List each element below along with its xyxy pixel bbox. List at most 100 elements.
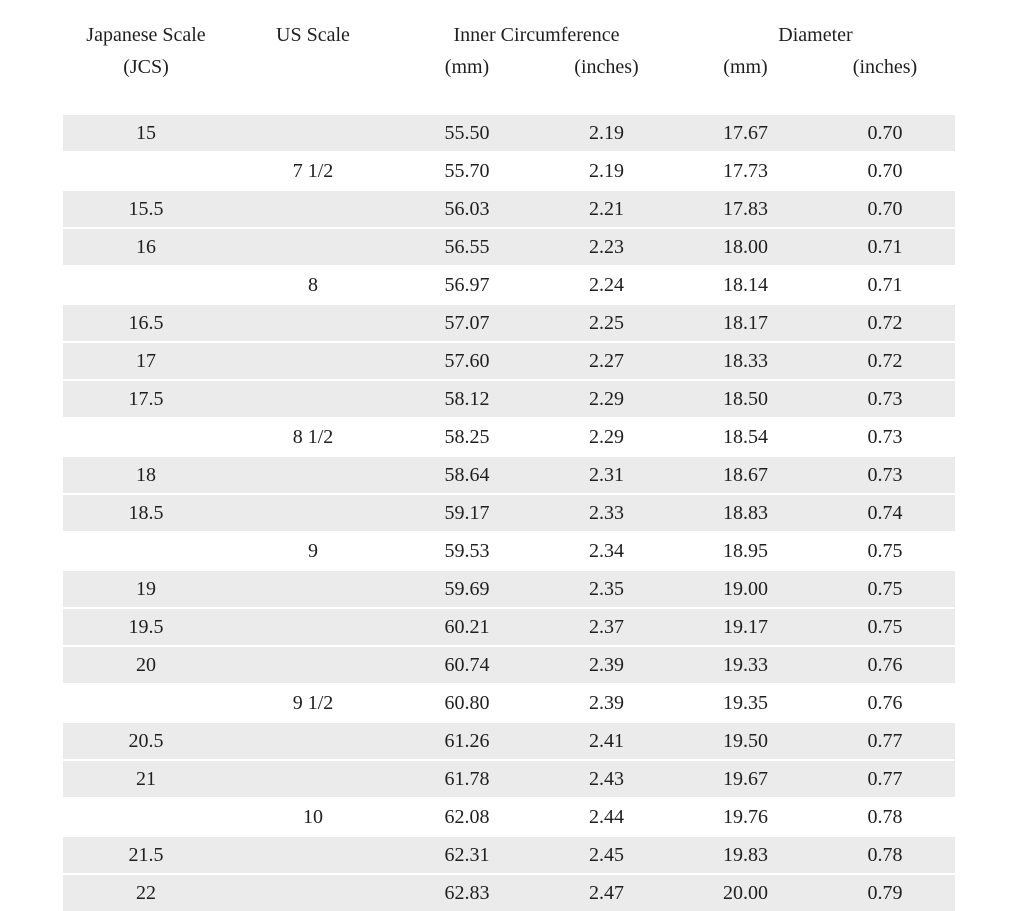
table-row: 21 61.78 2.43 19.67 0.77	[63, 761, 955, 797]
table-row: 18.5 59.17 2.33 18.83 0.74	[63, 495, 955, 531]
diameter-mm-cell: 18.67	[723, 463, 768, 486]
circumference-inches-cell: 2.35	[589, 577, 624, 600]
diameter-inches-cell: 0.78	[867, 843, 903, 866]
circumference-inches-cell: 2.37	[589, 615, 624, 638]
header-japanese-scale: Japanese Scale	[86, 23, 206, 46]
jcs-cell: 16.5	[128, 311, 164, 334]
header-us-scale: US Scale	[276, 23, 350, 46]
diameter-mm-cell: 19.76	[723, 805, 768, 828]
circumference-mm-cell: 59.17	[444, 501, 490, 524]
diameter-mm-cell: 18.50	[723, 387, 768, 410]
diameter-mm-cell: 18.14	[723, 273, 768, 296]
table-row: 18 58.64 2.31 18.67 0.73	[63, 457, 955, 493]
circumference-inches-cell: 2.33	[589, 501, 624, 524]
table-row: 17 57.60 2.27 18.33 0.72	[63, 343, 955, 379]
jcs-cell: 18	[136, 463, 156, 486]
us-scale-cell: 9	[308, 539, 318, 562]
circumference-mm-cell: 60.21	[444, 615, 490, 638]
diameter-inches-cell: 0.70	[867, 159, 903, 182]
header-circumference-mm-unit: (mm)	[444, 55, 490, 78]
circumference-mm-cell: 62.08	[444, 805, 490, 828]
us-scale-cell: 8 1/2	[292, 425, 334, 448]
table-row: 10 62.08 2.44 19.76 0.78	[63, 799, 955, 835]
diameter-mm-cell: 17.83	[723, 197, 768, 220]
jcs-cell: 19	[136, 577, 156, 600]
diameter-mm-cell: 18.83	[723, 501, 768, 524]
diameter-inches-cell: 0.79	[867, 881, 903, 904]
table-row: 16.5 57.07 2.25 18.17 0.72	[63, 305, 955, 341]
diameter-inches-cell: 0.76	[867, 653, 903, 676]
table-row: 9 59.53 2.34 18.95 0.75	[63, 533, 955, 569]
circumference-inches-cell: 2.43	[589, 767, 624, 790]
circumference-inches-cell: 2.45	[589, 843, 624, 866]
jcs-cell: 15	[136, 121, 156, 144]
diameter-inches-cell: 0.77	[867, 767, 903, 790]
us-scale-cell: 10	[303, 805, 323, 828]
circumference-mm-cell: 56.55	[444, 235, 490, 258]
header-inner-circumference: Inner Circumference	[453, 23, 620, 46]
header-circumference-inches-unit: (inches)	[574, 55, 639, 78]
jcs-cell: 19.5	[128, 615, 164, 638]
table-row: 22 62.83 2.47 20.00 0.79	[63, 875, 955, 911]
circumference-inches-cell: 2.19	[589, 121, 624, 144]
table-header: Japanese Scale US Scale Inner Circumfere…	[63, 0, 955, 83]
circumference-mm-cell: 55.70	[444, 159, 490, 182]
circumference-mm-cell: 56.03	[444, 197, 490, 220]
jcs-cell: 20	[136, 653, 156, 676]
circumference-inches-cell: 2.25	[589, 311, 624, 334]
diameter-inches-cell: 0.72	[867, 349, 903, 372]
circumference-mm-cell: 60.80	[444, 691, 490, 714]
table-row: 19 59.69 2.35 19.00 0.75	[63, 571, 955, 607]
table-row: 15.5 56.03 2.21 17.83 0.70	[63, 191, 955, 227]
table-row: 16 56.55 2.23 18.00 0.71	[63, 229, 955, 265]
table-row: 21.5 62.31 2.45 19.83 0.78	[63, 837, 955, 873]
diameter-mm-cell: 19.35	[723, 691, 768, 714]
jcs-cell: 21.5	[128, 843, 164, 866]
diameter-mm-cell: 19.50	[723, 729, 768, 752]
table-row: 8 1/2 58.25 2.29 18.54 0.73	[63, 419, 955, 455]
ring-size-conversion-table: Japanese Scale US Scale Inner Circumfere…	[63, 0, 955, 911]
diameter-inches-cell: 0.73	[867, 387, 903, 410]
header-line-2: (JCS) (mm) (inches) (mm) (inches)	[63, 51, 955, 83]
diameter-mm-cell: 18.00	[723, 235, 768, 258]
diameter-inches-cell: 0.75	[867, 615, 903, 638]
circumference-inches-cell: 2.21	[589, 197, 624, 220]
circumference-mm-cell: 58.25	[444, 425, 490, 448]
header-diameter-mm-unit: (mm)	[723, 55, 768, 78]
diameter-inches-cell: 0.75	[867, 539, 903, 562]
diameter-mm-cell: 19.67	[723, 767, 768, 790]
circumference-mm-cell: 61.78	[444, 767, 490, 790]
header-jcs: (JCS)	[123, 55, 169, 78]
diameter-mm-cell: 18.54	[723, 425, 768, 448]
diameter-inches-cell: 0.75	[867, 577, 903, 600]
circumference-mm-cell: 55.50	[444, 121, 490, 144]
diameter-mm-cell: 19.17	[723, 615, 768, 638]
jcs-cell: 15.5	[128, 197, 164, 220]
circumference-inches-cell: 2.44	[589, 805, 624, 828]
jcs-cell: 21	[136, 767, 156, 790]
circumference-inches-cell: 2.29	[589, 387, 624, 410]
diameter-inches-cell: 0.76	[867, 691, 903, 714]
jcs-cell: 17.5	[128, 387, 164, 410]
circumference-inches-cell: 2.19	[589, 159, 624, 182]
circumference-mm-cell: 56.97	[444, 273, 490, 296]
jcs-cell: 16	[136, 235, 156, 258]
table-row: 9 1/2 60.80 2.39 19.35 0.76	[63, 685, 955, 721]
circumference-inches-cell: 2.29	[589, 425, 624, 448]
diameter-inches-cell: 0.71	[867, 273, 903, 296]
diameter-inches-cell: 0.77	[867, 729, 903, 752]
circumference-inches-cell: 2.39	[589, 653, 624, 676]
circumference-inches-cell: 2.27	[589, 349, 624, 372]
circumference-mm-cell: 59.53	[444, 539, 490, 562]
us-scale-cell: 9 1/2	[292, 691, 334, 714]
circumference-inches-cell: 2.47	[589, 881, 624, 904]
diameter-inches-cell: 0.73	[867, 463, 903, 486]
diameter-mm-cell: 19.83	[723, 843, 768, 866]
circumference-inches-cell: 2.24	[589, 273, 624, 296]
circumference-mm-cell: 62.31	[444, 843, 490, 866]
circumference-mm-cell: 57.07	[444, 311, 490, 334]
diameter-inches-cell: 0.73	[867, 425, 903, 448]
table-row: 20.5 61.26 2.41 19.50 0.77	[63, 723, 955, 759]
diameter-inches-cell: 0.70	[867, 121, 903, 144]
diameter-inches-cell: 0.71	[867, 235, 903, 258]
